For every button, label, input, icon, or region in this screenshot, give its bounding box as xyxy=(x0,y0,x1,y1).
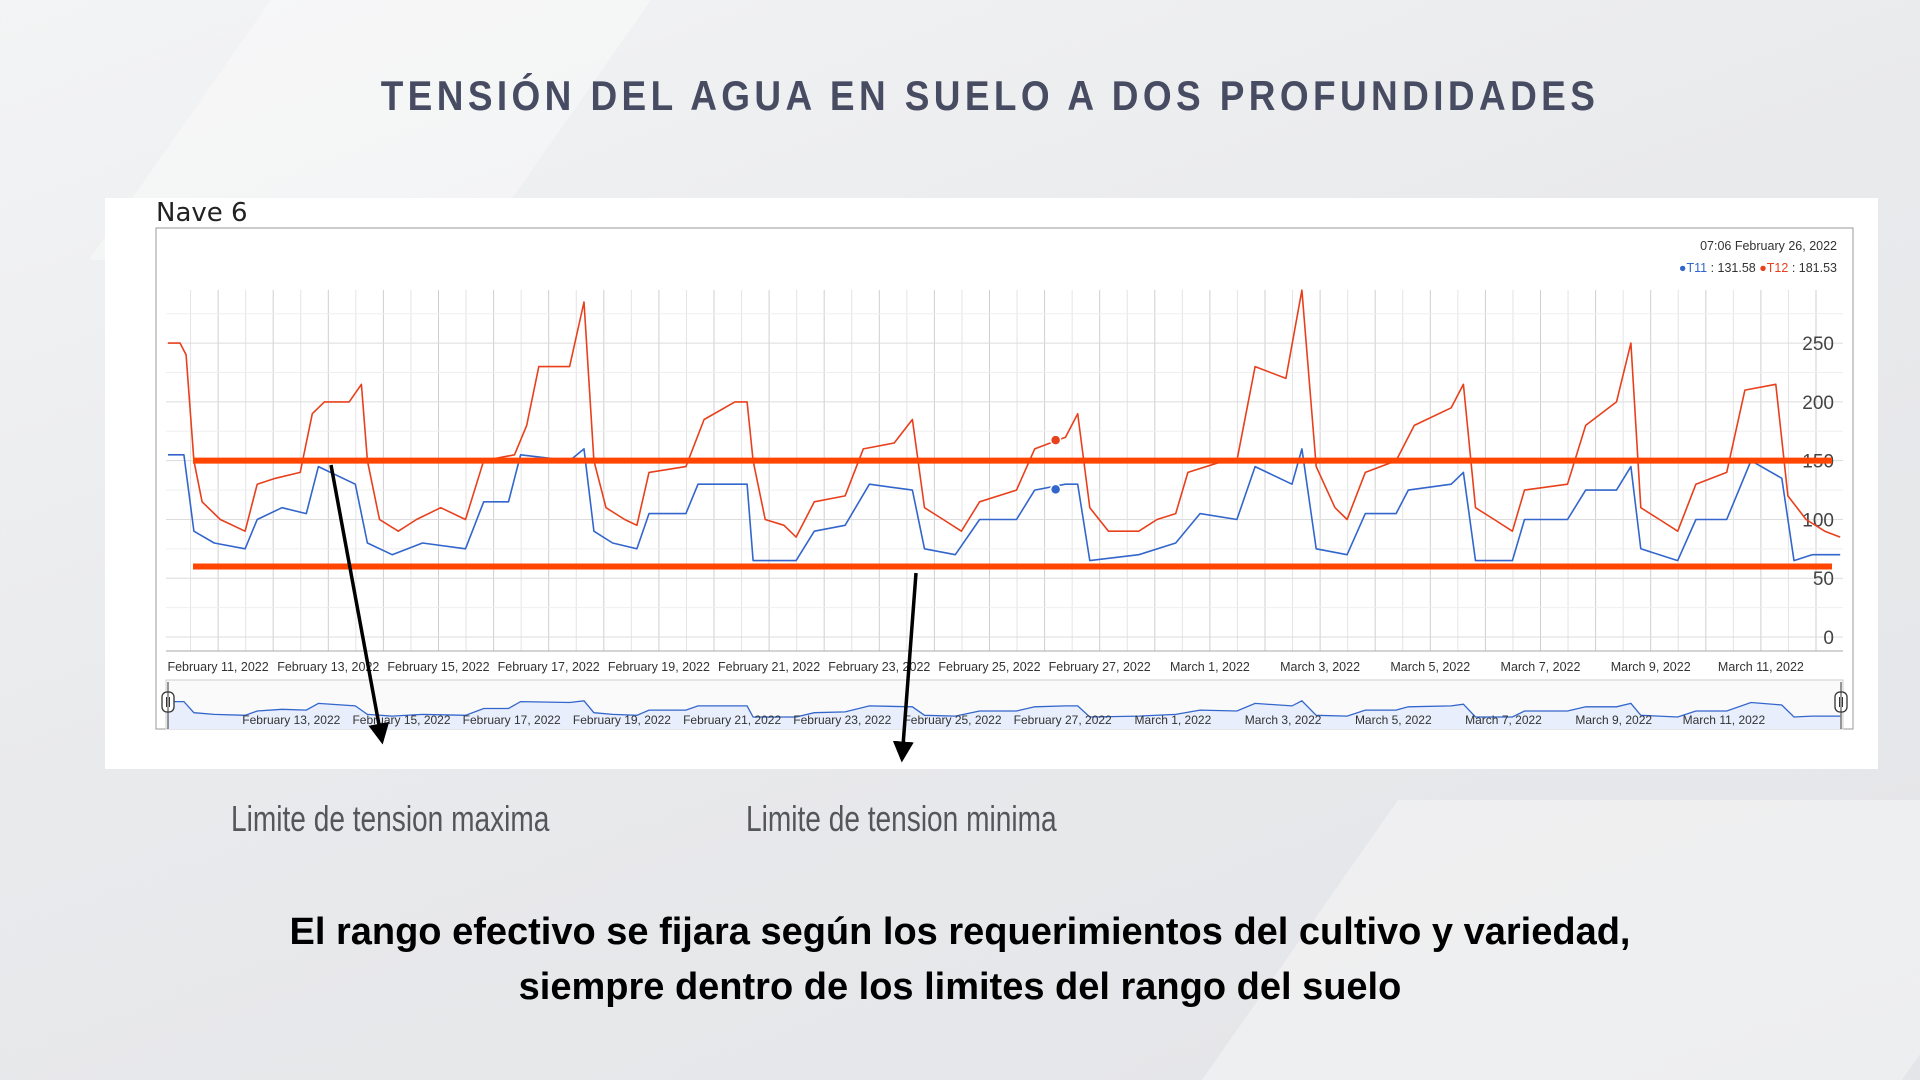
x-tick-label: February 15, 2022 xyxy=(387,660,489,674)
navigator-area xyxy=(167,700,1841,729)
slide-title: TENSIÓN DEL AGUA EN SUELO A DOS PROFUNDI… xyxy=(380,72,1600,119)
x-tick-label: March 1, 2022 xyxy=(1170,660,1250,674)
x-tick-label: February 17, 2022 xyxy=(498,660,600,674)
x-tick-label: March 9, 2022 xyxy=(1611,660,1691,674)
x-tick-label: March 11, 2022 xyxy=(1718,660,1804,674)
note-line-2: siempre dentro de los limites del rango … xyxy=(518,966,1402,1008)
navigator-label: February 15, 2022 xyxy=(352,713,450,727)
hover-point-t12 xyxy=(1049,434,1062,446)
x-tick-label: February 27, 2022 xyxy=(1049,660,1151,674)
x-tick-label: February 11, 2022 xyxy=(167,660,268,674)
x-tick-label: March 3, 2022 xyxy=(1280,660,1360,674)
chart-card xyxy=(105,198,1878,769)
navigator-line xyxy=(168,700,1841,718)
navigator-label: March 1, 2022 xyxy=(1135,713,1212,727)
legend-series-value: : 131.58 xyxy=(1707,261,1756,275)
y-tick-label: 50 xyxy=(1813,569,1834,590)
max-limit-arrow xyxy=(329,464,390,745)
chart-name: Nave 6 xyxy=(156,198,248,228)
legend: ●T11 : 131.58 ●T12 : 181.53 xyxy=(1679,261,1837,275)
navigator-label: March 11, 2022 xyxy=(1683,713,1766,727)
navigator-label: February 21, 2022 xyxy=(683,713,781,727)
navigator-label: March 5, 2022 xyxy=(1355,713,1432,727)
navigator-label: March 7, 2022 xyxy=(1465,713,1542,727)
x-tick-label: March 5, 2022 xyxy=(1390,660,1470,674)
y-tick-label: 100 xyxy=(1802,510,1834,531)
navigator-label: March 3, 2022 xyxy=(1245,713,1322,727)
legend-dot-icon: ● xyxy=(1756,261,1767,275)
navigator-label: February 19, 2022 xyxy=(573,713,671,727)
x-tick-label: February 23, 2022 xyxy=(828,660,930,674)
navigator-label: March 9, 2022 xyxy=(1575,713,1652,727)
x-tick-label: February 13, 2022 xyxy=(277,660,379,674)
min-limit-arrow xyxy=(892,572,918,763)
series-line-t12 xyxy=(168,289,1841,538)
navigator-label: February 13, 2022 xyxy=(242,713,340,727)
x-tick-label: February 19, 2022 xyxy=(608,660,710,674)
x-tick-label: February 21, 2022 xyxy=(718,660,820,674)
y-tick-label: 200 xyxy=(1802,393,1834,414)
legend-series-value: : 181.53 xyxy=(1788,261,1837,275)
navigator-label: February 23, 2022 xyxy=(793,713,891,727)
navigator-label: February 27, 2022 xyxy=(1014,713,1112,727)
x-tick-label: March 7, 2022 xyxy=(1501,660,1581,674)
navigator-label: February 17, 2022 xyxy=(463,713,561,727)
hover-point-t11 xyxy=(1049,483,1062,496)
min-limit-label: Limite de tension minima xyxy=(746,798,1057,839)
note-text: El rango efectivo se fijara según los re… xyxy=(0,905,1920,1015)
legend-dot-icon: ● xyxy=(1679,261,1687,275)
x-tick-label: February 25, 2022 xyxy=(938,660,1040,674)
y-tick-label: 250 xyxy=(1802,334,1834,355)
hover-timestamp: 07:06 February 26, 2022 xyxy=(1700,239,1837,253)
legend-series-name: T12 xyxy=(1767,261,1789,275)
y-tick-label: 0 xyxy=(1823,628,1834,649)
legend-series-name: T11 xyxy=(1686,261,1707,275)
series-line-t11 xyxy=(168,448,1841,562)
note-line-1: El rango efectivo se fijara según los re… xyxy=(289,911,1631,953)
navigator-label: February 25, 2022 xyxy=(903,713,1001,727)
max-limit-label: Limite de tension maxima xyxy=(231,798,550,839)
